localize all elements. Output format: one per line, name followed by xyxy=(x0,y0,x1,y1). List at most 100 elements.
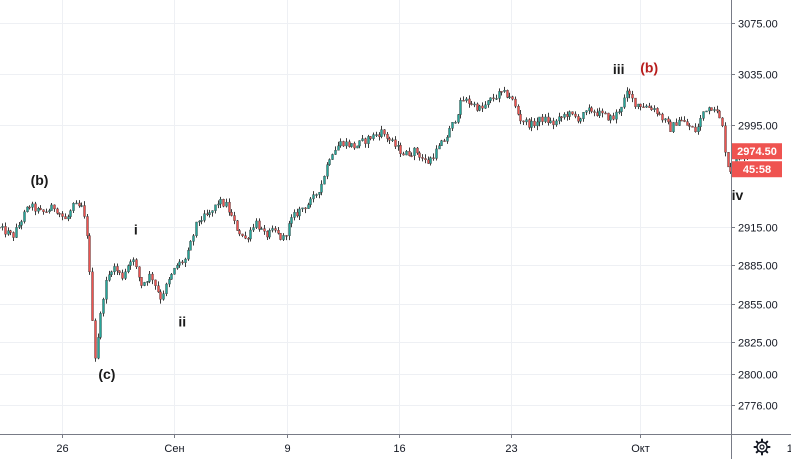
candle xyxy=(601,108,604,118)
candle xyxy=(189,240,192,251)
candle xyxy=(198,220,201,227)
candle xyxy=(350,143,353,148)
candle xyxy=(58,212,61,218)
candle xyxy=(339,138,342,148)
candle xyxy=(211,210,214,217)
price-tick-label: 3035.00 xyxy=(738,70,778,82)
candle xyxy=(558,112,561,125)
candle xyxy=(492,93,495,102)
candle xyxy=(650,105,653,111)
wave-label: (b) xyxy=(31,172,49,188)
candle xyxy=(91,267,94,321)
candle xyxy=(413,147,416,161)
candle xyxy=(195,221,198,238)
candle xyxy=(451,122,454,131)
price-tick-label: 2995.00 xyxy=(738,121,778,133)
candle xyxy=(12,231,15,242)
candle xyxy=(713,106,716,113)
candle xyxy=(132,257,135,266)
candle xyxy=(683,116,686,123)
candle xyxy=(579,117,582,124)
candle xyxy=(375,131,378,138)
candle xyxy=(675,118,678,126)
price-axis[interactable]: 3075.00 3035.00 2995.00 2915.00 2885.00 2855.… xyxy=(731,19,778,413)
candle xyxy=(258,218,261,232)
candle xyxy=(571,111,574,116)
candle xyxy=(72,202,75,213)
price-tick-label: 2776.00 xyxy=(738,401,778,413)
candle xyxy=(634,97,637,109)
candle xyxy=(506,89,509,99)
candle xyxy=(590,106,593,114)
candle xyxy=(140,277,143,289)
candle xyxy=(697,123,700,135)
candle xyxy=(307,202,310,209)
candle xyxy=(135,258,138,269)
candle xyxy=(448,125,451,138)
candle xyxy=(541,114,544,126)
candle xyxy=(528,118,531,130)
candle xyxy=(457,113,460,124)
candle xyxy=(656,107,659,117)
candle xyxy=(402,151,405,156)
price-tick-label: 3075.00 xyxy=(738,19,778,31)
candle xyxy=(165,282,168,297)
candle xyxy=(383,129,386,137)
candle xyxy=(31,201,34,211)
candle xyxy=(187,247,190,261)
candle xyxy=(718,109,721,119)
candle xyxy=(255,218,258,229)
candle xyxy=(56,207,59,215)
candle xyxy=(331,153,334,161)
candle xyxy=(69,209,72,219)
candle xyxy=(432,153,435,161)
candle xyxy=(443,138,446,142)
candle xyxy=(648,102,651,108)
candle xyxy=(530,117,533,132)
candle xyxy=(361,135,364,142)
time-tick-label: Окт xyxy=(631,443,650,455)
candle xyxy=(604,111,607,115)
candle xyxy=(162,290,165,301)
candle xyxy=(148,270,151,284)
candle xyxy=(500,91,503,96)
candle-layer xyxy=(0,86,749,362)
candle xyxy=(498,88,501,103)
candle xyxy=(116,263,119,275)
candle xyxy=(315,193,318,198)
candle xyxy=(547,112,550,126)
candle xyxy=(533,118,536,128)
candle xyxy=(364,137,367,148)
candle xyxy=(238,228,241,237)
candle xyxy=(577,114,580,124)
candle xyxy=(170,273,173,280)
candle xyxy=(549,117,552,124)
candle xyxy=(178,259,181,268)
candle xyxy=(15,223,18,239)
candle xyxy=(508,92,511,99)
candle xyxy=(416,147,419,155)
candle xyxy=(157,281,160,293)
candle xyxy=(642,103,645,109)
candle xyxy=(143,281,146,287)
candle xyxy=(388,136,391,144)
gear-icon[interactable] xyxy=(753,438,771,456)
candle xyxy=(203,210,206,223)
candle xyxy=(200,216,203,225)
time-tick-label: Сен xyxy=(164,443,184,455)
candle xyxy=(219,196,222,208)
candle xyxy=(337,141,340,151)
candle xyxy=(75,200,78,205)
price-tick-label: 2855.00 xyxy=(738,300,778,312)
candle xyxy=(473,101,476,108)
candle xyxy=(309,196,312,208)
wave-label: iv xyxy=(732,187,744,203)
candle xyxy=(495,94,498,100)
candle xyxy=(552,117,555,130)
candle xyxy=(511,95,514,101)
candle xyxy=(514,96,517,109)
candle xyxy=(61,211,64,221)
